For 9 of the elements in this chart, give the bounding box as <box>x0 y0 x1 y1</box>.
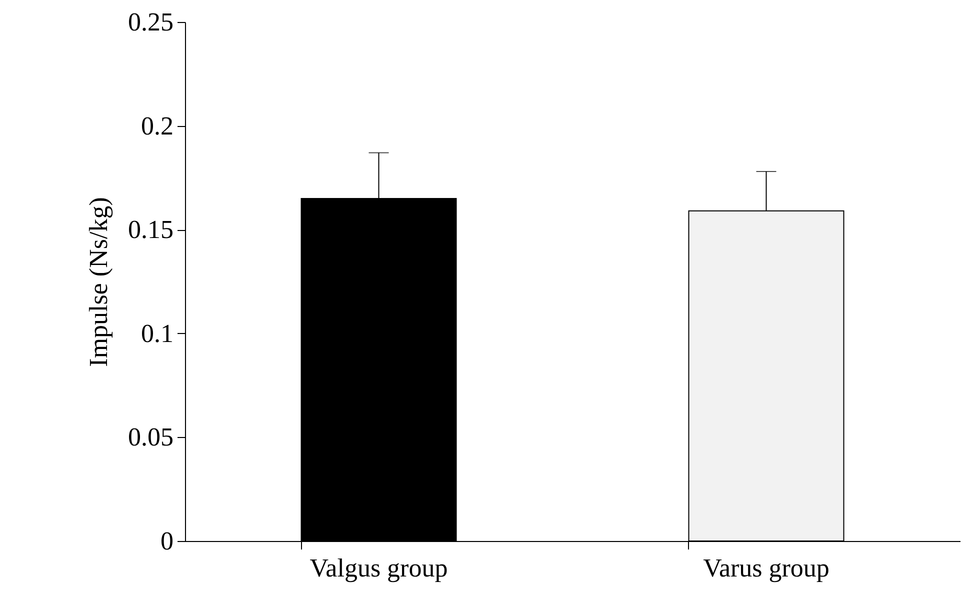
x-tick-label: Varus group <box>703 554 830 582</box>
y-tick-label: 0.1 <box>141 318 174 348</box>
y-tick-label: 0.05 <box>128 422 174 452</box>
y-tick-label: 0.2 <box>141 111 174 140</box>
x-tick-label: Valgus group <box>310 554 448 582</box>
y-tick-label: 0.15 <box>128 215 174 244</box>
y-axis-title: Impulse (Ns/kg) <box>84 197 113 367</box>
y-tick-label: 0.25 <box>128 8 174 36</box>
y-tick-label: 0 <box>160 526 174 556</box>
